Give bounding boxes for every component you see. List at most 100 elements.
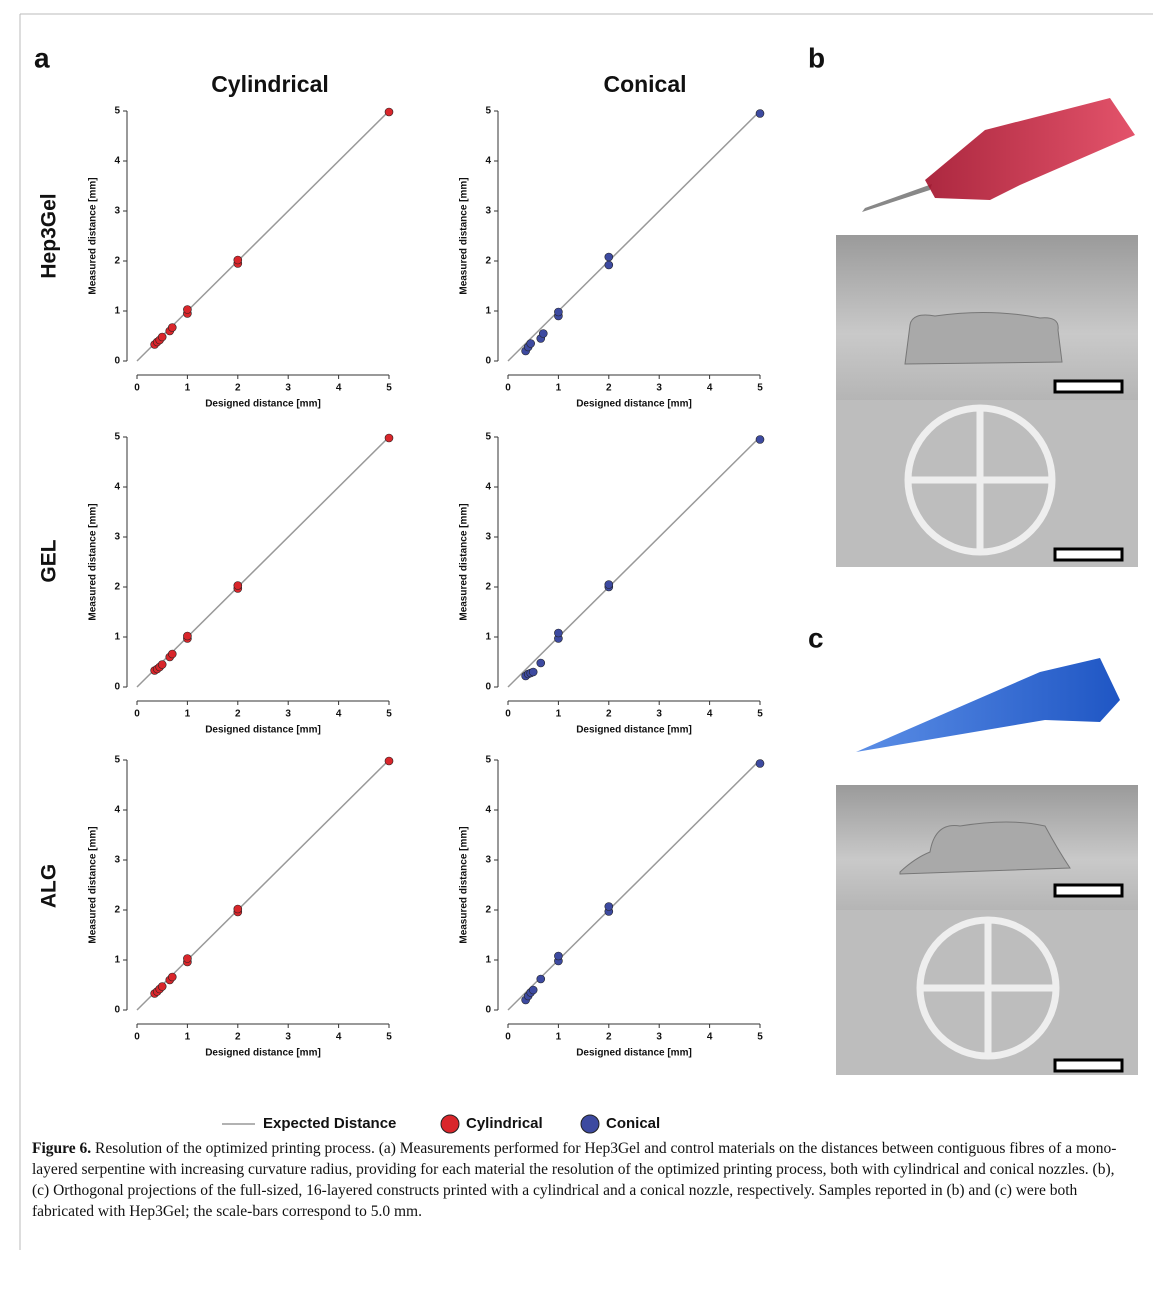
point [529,668,537,676]
point [234,582,242,590]
y-tick-label: 5 [485,755,491,766]
x-tick-label: 1 [556,1032,562,1043]
x-tick-label: 5 [386,383,392,394]
y-tick-label: 5 [485,432,491,443]
x-axis-label: Designed distance [mm] [576,399,692,410]
row-title: ALG [38,864,61,908]
x-tick-label: 3 [285,383,291,394]
construct [905,312,1062,364]
x-tick-label: 3 [285,709,291,720]
caption-text: Resolution of the optimized printing pro… [32,1140,1116,1220]
point [183,306,191,314]
point [385,108,393,116]
y-tick-label: 4 [485,156,491,167]
point [234,256,242,264]
x-tick-label: 1 [185,1032,191,1043]
x-tick-label: 1 [556,383,562,394]
x-tick-label: 4 [707,1032,713,1043]
y-tick-label: 5 [114,106,120,117]
legend-marker [581,1115,599,1133]
y-tick-label: 3 [485,206,491,217]
y-tick-label: 0 [485,1005,491,1016]
y-tick-label: 3 [485,855,491,866]
point [605,903,613,911]
legend-marker [441,1115,459,1133]
x-axis-label: Designed distance [mm] [576,1048,692,1059]
y-tick-label: 3 [114,532,120,543]
point [537,659,545,667]
y-tick-label: 0 [114,682,120,693]
panel-label: a [34,42,50,73]
point [183,632,191,640]
y-tick-label: 3 [114,855,120,866]
x-axis-label: Designed distance [mm] [205,725,321,736]
x-tick-label: 2 [606,709,612,720]
point [554,629,562,637]
y-tick-label: 4 [114,805,120,816]
x-tick-label: 1 [185,383,191,394]
y-axis-label: Measured distance [mm] [459,826,470,943]
point [168,324,176,332]
y-tick-label: 1 [114,306,120,317]
scale-bar [1055,381,1122,392]
panel-label: c [808,622,824,653]
x-tick-label: 5 [386,1032,392,1043]
y-tick-label: 5 [114,432,120,443]
x-tick-label: 1 [185,709,191,720]
y-tick-label: 4 [114,482,120,493]
x-tick-label: 2 [235,709,241,720]
x-tick-label: 5 [757,1032,763,1043]
point [537,975,545,983]
x-axis-label: Designed distance [mm] [205,1048,321,1059]
x-tick-label: 4 [336,709,342,720]
expected-line [508,111,760,361]
y-tick-label: 1 [485,632,491,643]
x-tick-label: 3 [285,1032,291,1043]
point [168,973,176,981]
point [554,952,562,960]
point [756,760,764,768]
figure: abcCylindricalConicalHep3GelGELALG012345… [0,0,1153,1292]
point [168,650,176,658]
y-tick-label: 0 [485,356,491,367]
caption-label: Figure 6. [32,1140,91,1157]
x-tick-label: 0 [134,383,140,394]
x-tick-label: 0 [505,1032,511,1043]
y-tick-label: 2 [114,582,120,593]
x-tick-label: 0 [505,709,511,720]
x-tick-label: 2 [606,1032,612,1043]
needle [862,184,932,212]
x-tick-label: 4 [707,383,713,394]
y-tick-label: 5 [485,106,491,117]
caption: Figure 6. Resolution of the optimized pr… [32,1138,1132,1222]
expected-line [137,437,389,687]
point [158,333,166,341]
x-tick-label: 4 [707,709,713,720]
y-tick-label: 0 [114,1005,120,1016]
x-tick-label: 4 [336,1032,342,1043]
y-tick-label: 2 [485,582,491,593]
legend-label: Cylindrical [466,1115,543,1132]
photo-b [836,98,1138,567]
y-tick-label: 3 [485,532,491,543]
x-tick-label: 5 [757,383,763,394]
point [385,434,393,442]
point [158,983,166,991]
y-tick-label: 2 [485,905,491,916]
y-tick-label: 4 [485,805,491,816]
nozzle-hub [925,98,1135,200]
point [756,436,764,444]
x-tick-label: 3 [656,383,662,394]
y-tick-label: 5 [114,755,120,766]
scale-bar [1055,1060,1122,1071]
row-title: Hep3Gel [38,193,61,278]
y-axis-label: Measured distance [mm] [88,826,99,943]
point [527,340,535,348]
y-tick-label: 4 [114,156,120,167]
photo-c [836,658,1138,1075]
panel-label: b [808,42,825,73]
x-tick-label: 5 [386,709,392,720]
page: abcCylindricalConicalHep3GelGELALG012345… [0,0,1153,1292]
scale-bar [1055,885,1122,896]
y-tick-label: 1 [485,955,491,966]
